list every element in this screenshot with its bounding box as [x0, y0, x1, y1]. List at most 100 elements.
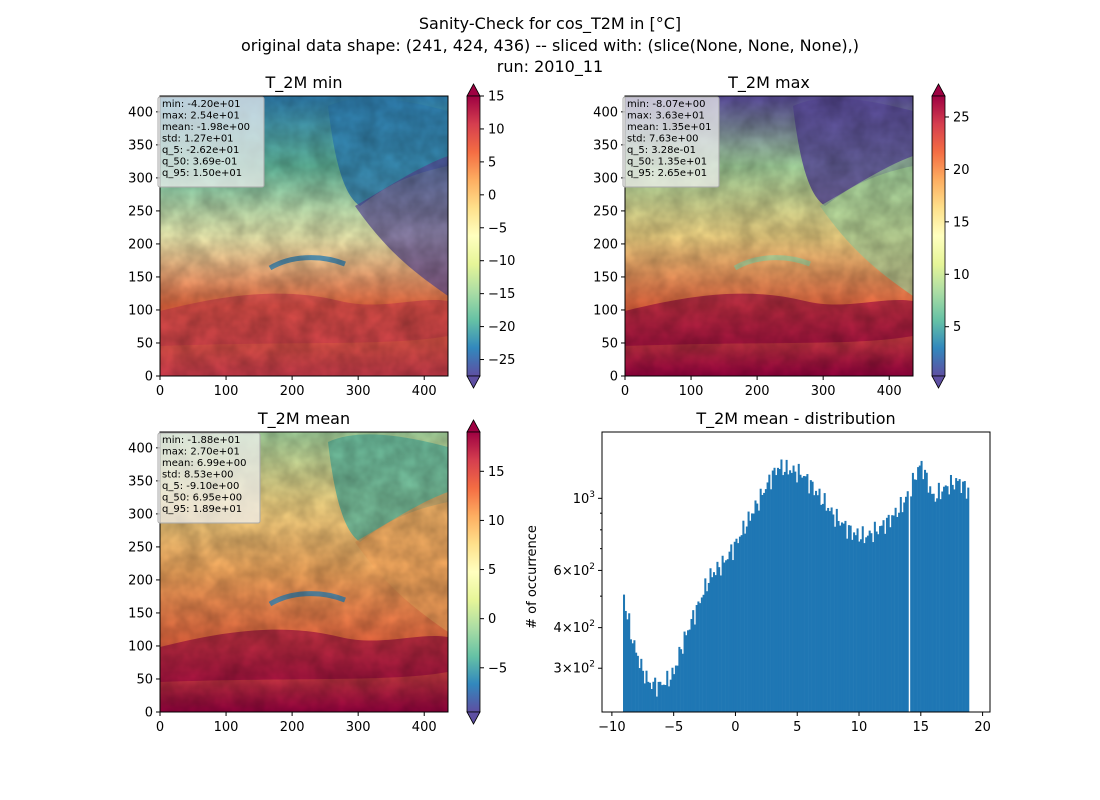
histogram-bar: [937, 482, 940, 712]
histogram-bar: [704, 578, 707, 712]
colorbar-tick-label: −5: [488, 221, 507, 236]
histogram-bar: [851, 539, 854, 712]
histogram-bar: [932, 493, 935, 712]
histogram-bar: [821, 503, 824, 712]
histogram-bar: [820, 504, 823, 712]
histogram-y-tick-label: 4×102: [554, 619, 595, 636]
histogram-bar: [799, 474, 802, 712]
histogram-panel: T_2M mean - distribution # of occurrence −…: [525, 409, 991, 735]
x-tick-label: 200: [280, 384, 305, 399]
colorbar-tick-label: −25: [488, 353, 515, 368]
histogram-bar: [887, 514, 890, 712]
histogram-bar: [754, 500, 757, 712]
stats-line: q_50: 1.35e+01: [627, 157, 707, 168]
x-tick-label: 100: [214, 384, 239, 399]
histogram-bar: [915, 479, 918, 712]
histogram-bar: [910, 496, 913, 712]
histogram-bar: [624, 610, 627, 712]
histogram-bar: [778, 469, 781, 712]
histogram-bar: [934, 501, 937, 712]
histogram-bar: [965, 498, 968, 712]
histogram-bar: [764, 489, 767, 712]
stats-line: min: -1.88e+01: [162, 435, 241, 446]
histogram-bar: [960, 492, 963, 712]
histogram-bar: [674, 665, 677, 712]
histogram-bar: [809, 480, 812, 712]
x-tick-label: 100: [214, 720, 239, 735]
histogram-bar: [808, 493, 811, 712]
colorbar-extend-min: [466, 375, 481, 389]
histogram-bar: [854, 535, 857, 712]
histogram-bar: [707, 582, 710, 712]
histogram-bar: [825, 510, 828, 712]
histogram-bar: [856, 528, 859, 712]
figure-title-line-1: Sanity-Check for cos_T2M in [°C]: [419, 14, 681, 34]
colorbar-tick-label: −15: [488, 287, 515, 302]
histogram-bar: [733, 541, 736, 712]
histogram-bar: [759, 488, 762, 712]
histogram-bar: [681, 653, 684, 712]
histogram-bar: [690, 618, 693, 712]
histogram-bar: [873, 521, 876, 712]
colorbar-tick-label: 0: [488, 612, 496, 627]
histogram-bar: [742, 520, 745, 712]
histogram-bar: [655, 696, 658, 712]
colorbar-tick-label: −5: [488, 661, 507, 676]
x-tick-label: 400: [412, 384, 437, 399]
colorbar-tick-label: 15: [953, 215, 970, 230]
histogram-bar: [913, 479, 916, 712]
histogram-bar: [725, 560, 728, 712]
x-tick-label: 0: [156, 720, 164, 735]
histogram-bar: [941, 491, 944, 712]
histogram-bar: [948, 494, 951, 712]
stats-line: q_95: 2.65e+01: [627, 168, 707, 179]
histogram-bar: [747, 511, 750, 712]
figure-title-line-2: original data shape: (241, 424, 436) -- …: [241, 36, 859, 55]
histogram-bar: [953, 489, 956, 712]
stats-line: min: -4.20e+01: [162, 99, 241, 110]
histogram-bar: [828, 511, 831, 712]
x-tick-label: 400: [877, 384, 902, 399]
histogram-bar: [882, 520, 885, 712]
histogram-bar: [626, 619, 629, 712]
histogram-bar: [785, 459, 788, 712]
histogram-bar: [958, 479, 961, 712]
histogram-bar: [659, 681, 662, 712]
histogram-bar: [872, 542, 875, 712]
histogram-y-tick-label: 103: [573, 490, 595, 507]
stats-line: q_5: -2.62e+01: [162, 145, 239, 156]
heatmap-image: [160, 432, 448, 712]
histogram-x-tick-label: −5: [664, 720, 683, 735]
histogram-bar: [740, 535, 743, 712]
x-tick-label: 100: [679, 384, 704, 399]
histogram-bar: [846, 538, 849, 712]
colorbar-tick-label: 25: [953, 110, 970, 125]
histogram-x-tick-label: −10: [598, 720, 625, 735]
y-tick-label: 0: [610, 370, 618, 385]
histogram-bar: [929, 486, 932, 712]
histogram-bar: [661, 685, 664, 712]
histogram-bar: [737, 543, 740, 712]
histogram-bar: [840, 522, 844, 712]
histogram-bar: [877, 534, 880, 712]
histogram-bar: [671, 667, 674, 712]
histogram-bar: [647, 681, 650, 712]
histogram-bar: [783, 471, 786, 712]
stats-line: std: 8.53e+00: [162, 470, 234, 481]
histogram-bar: [835, 508, 838, 712]
histogram-bar: [766, 482, 769, 712]
stats-line: min: -8.07e+00: [627, 99, 706, 110]
colorbar-tick-label: 0: [488, 188, 496, 203]
histogram-bar: [702, 594, 705, 712]
panel-title: T_2M min: [264, 73, 342, 93]
stats-line: max: 3.63e+01: [627, 111, 705, 122]
histogram-bar: [719, 575, 722, 712]
y-tick-label: 400: [128, 105, 153, 120]
histogram-bar: [889, 527, 892, 712]
histogram-bar: [811, 481, 814, 712]
